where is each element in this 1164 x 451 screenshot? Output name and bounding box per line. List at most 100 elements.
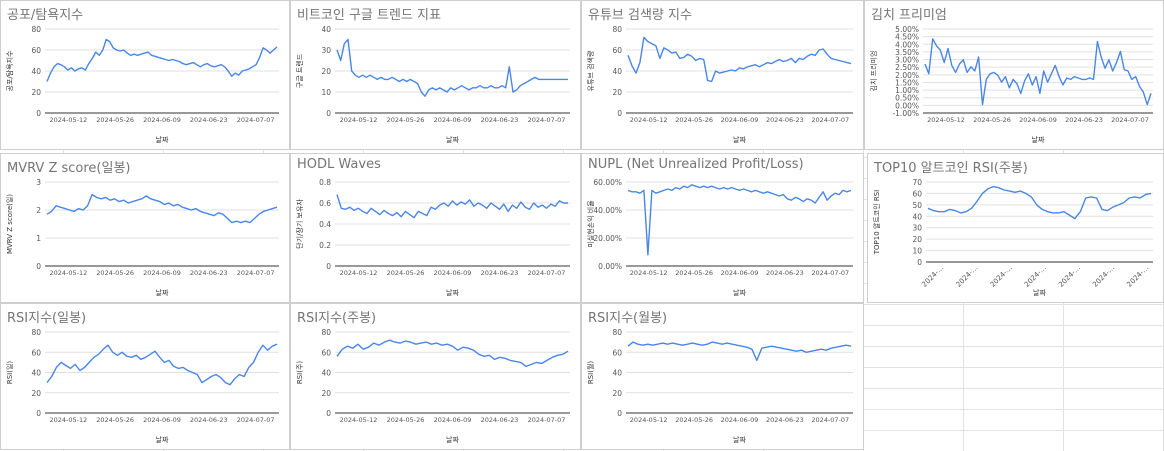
y-tick-label: 60 — [321, 348, 331, 357]
x-tick-label: 2024-05-12 — [630, 416, 668, 424]
x-tick-label: 2024-05-26 — [387, 416, 425, 424]
chart-top10-alt-rsi[interactable]: TOP10 알트코인 RSI(주봉) 0 10 20 30 40 50 60 70 2024-…… — [867, 153, 1164, 303]
y-axis-title: RSI(주) — [296, 361, 304, 385]
chart-plot: 0 20 40 60 80 2024-05-12 2024-05-26 2024-06-09 2… — [5, 328, 279, 444]
y-tick-label: 0 — [36, 262, 41, 271]
x-tick-label: 2024-07-07 — [1111, 116, 1149, 124]
x-tick-label: 2024-05-26 — [387, 116, 425, 124]
y-tick-label: 4.50% — [895, 33, 919, 42]
y-tick-label: 0 — [617, 109, 622, 118]
chart-rsi-daily[interactable]: RSI지수(일봉) 0 20 40 60 80 2024-05-12 2024-05-26 2… — [0, 303, 290, 450]
x-tick-label: 2024-… — [1091, 264, 1116, 289]
chart-plot: 0 20 40 60 80 2024-05-12 2024-05-26 2024-06-09 2… — [586, 25, 853, 144]
chart-nupl[interactable]: NUPL (Net Unrealized Profit/Loss) 0.00% 2… — [581, 153, 864, 303]
y-tick-label: 10 — [321, 88, 331, 97]
x-tick-label: 2024-06-23 — [481, 116, 519, 124]
x-tick-label: 2024-06-09 — [721, 416, 759, 424]
y-tick-label: 0 — [917, 258, 922, 267]
y-tick-label: 80 — [612, 25, 622, 34]
x-tick-label: 2024-06-23 — [481, 269, 519, 277]
y-tick-label: 40 — [912, 212, 922, 221]
chart-title: 김치 프리미엄 — [871, 8, 947, 23]
y-axis-title: 미실현손익 비율 — [586, 200, 595, 248]
y-tick-label: 0.8 — [319, 178, 331, 187]
x-tick-label: 2024-05-12 — [340, 269, 378, 277]
chart-mvrv-z[interactable]: MVRV Z score(일봉) 0 1 2 3 2024-05-12 2024-05-2… — [0, 153, 290, 303]
x-tick-label: 2024-05-26 — [96, 269, 134, 277]
chart-hodl-waves[interactable]: HODL Waves 0 0.2 0.4 0.6 0.8 2024-05-12 2024-0… — [290, 153, 581, 303]
x-tick-label: 2024-06-09 — [434, 116, 472, 124]
chart-rsi-monthly[interactable]: RSI지수(월봉) 0 20 40 60 80 2024-05-12 2024-05-26 2… — [581, 303, 864, 450]
y-tick-label: 60.00% — [593, 178, 622, 187]
y-tick-label: 1 — [36, 234, 41, 243]
series-line — [336, 38, 568, 97]
series-line — [46, 193, 278, 224]
x-tick-label: 2024-05-26 — [96, 116, 134, 124]
y-tick-label: 40 — [612, 67, 622, 76]
y-tick-label: 2.00% — [895, 71, 919, 80]
x-tick-label: 2024-05-12 — [50, 269, 88, 277]
series-line — [46, 343, 278, 386]
y-axis-title: TOP10 알트코인 RSI — [872, 190, 881, 256]
x-tick-label: 2024-06-09 — [1019, 116, 1057, 124]
chart-plot: -1.00%0.00%0.50%1.00%1.50%2.00%2.50%3.00… — [869, 25, 1153, 144]
x-axis-title: 날짜 — [156, 288, 169, 297]
x-tick-label: 2024-06-23 — [1065, 116, 1103, 124]
x-axis-title: 날짜 — [733, 288, 746, 297]
y-tick-label: 1.00% — [895, 86, 919, 95]
series-line — [336, 339, 569, 368]
y-tick-label: 20 — [31, 88, 41, 97]
x-tick-label: 2024-07-07 — [811, 116, 849, 124]
y-tick-label: 20 — [321, 389, 331, 398]
x-axis-title: 날짜 — [1032, 135, 1045, 144]
chart-plot: 0 20 40 60 80 2024-05-12 2024-05-26 2024-06-09 2… — [296, 328, 570, 444]
series-line — [336, 194, 568, 219]
x-axis-title: 날짜 — [733, 135, 746, 144]
y-tick-label: 80 — [31, 25, 41, 34]
chart-youtube-search[interactable]: 유튜브 검색량 지수 0 20 40 60 80 2024-05-12 2024-05-26… — [581, 0, 864, 150]
y-tick-label: 20 — [912, 235, 922, 244]
x-tick-label: 2024-05-26 — [387, 269, 425, 277]
x-tick-label: 2024-06-09 — [721, 269, 759, 277]
x-tick-label: 2024-06-23 — [481, 416, 519, 424]
x-tick-label: 2024-07-07 — [528, 116, 566, 124]
x-tick-label: 2024-05-12 — [50, 116, 88, 124]
y-axis-title: 단기/장기 보유자 — [295, 199, 304, 249]
x-axis-title: 날짜 — [446, 288, 459, 297]
x-tick-label: 2024-05-26 — [675, 269, 713, 277]
y-tick-label: 50 — [912, 201, 922, 210]
chart-fear-greed[interactable]: 공포/탐욕지수 0 20 40 60 80 2024-05-12 2024-05-26 202… — [0, 0, 290, 150]
y-tick-label: 30 — [912, 224, 922, 233]
y-axis-title: RSI(일) — [5, 361, 14, 385]
y-tick-label: 60 — [31, 46, 41, 55]
chart-title: MVRV Z score(일봉) — [7, 161, 131, 176]
x-tick-label: 2024-07-07 — [237, 269, 275, 277]
chart-rsi-weekly[interactable]: RSI지수(주봉) 0 20 40 60 80 2024-05-12 2024-05-26 2… — [290, 303, 581, 450]
y-tick-label: 80 — [31, 328, 41, 337]
y-tick-label: 40 — [321, 369, 331, 378]
x-tick-label: 2024-07-07 — [528, 416, 566, 424]
y-tick-label: 10 — [912, 247, 922, 256]
y-tick-label: 20.00% — [593, 234, 622, 243]
y-tick-label: 0 — [326, 109, 331, 118]
y-tick-label: 0 — [617, 409, 622, 418]
y-tick-label: 3.00% — [895, 56, 919, 65]
chart-title: RSI지수(일봉) — [7, 311, 87, 326]
y-tick-label: -1.00% — [892, 109, 919, 118]
chart-google-trends[interactable]: 비트코인 구글 트렌드 지표 0 10 20 30 40 2024-05-12 2024-0… — [290, 0, 581, 150]
x-tick-label: 2024-05-12 — [50, 416, 88, 424]
x-tick-label: 2024-… — [920, 264, 945, 289]
chart-plot: 0.00% 20.00% 40.00% 60.00% 2024-05-12 2024-05… — [586, 178, 853, 297]
x-tick-label: 2024-06-09 — [434, 269, 472, 277]
y-tick-label: 80 — [612, 328, 622, 337]
y-tick-label: 0.6 — [319, 199, 331, 208]
y-tick-label: 4.00% — [895, 40, 919, 49]
y-tick-label: 3 — [36, 178, 41, 187]
chart-kimchi-premium[interactable]: 김치 프리미엄 -1.00% 0.00% 0.50% 1.00% 1.50% 2.00% 2… — [864, 0, 1164, 150]
y-tick-label: 30 — [321, 46, 331, 55]
x-tick-label: 2024-07-07 — [811, 416, 849, 424]
chart-plot: 0 10 20 30 40 2024-05-12 2024-05-26 2024-06-09 2… — [295, 25, 570, 144]
y-tick-label: 40 — [321, 25, 331, 34]
x-tick-label: 2024-05-26 — [675, 416, 713, 424]
x-tick-label: 2024-07-07 — [811, 269, 849, 277]
